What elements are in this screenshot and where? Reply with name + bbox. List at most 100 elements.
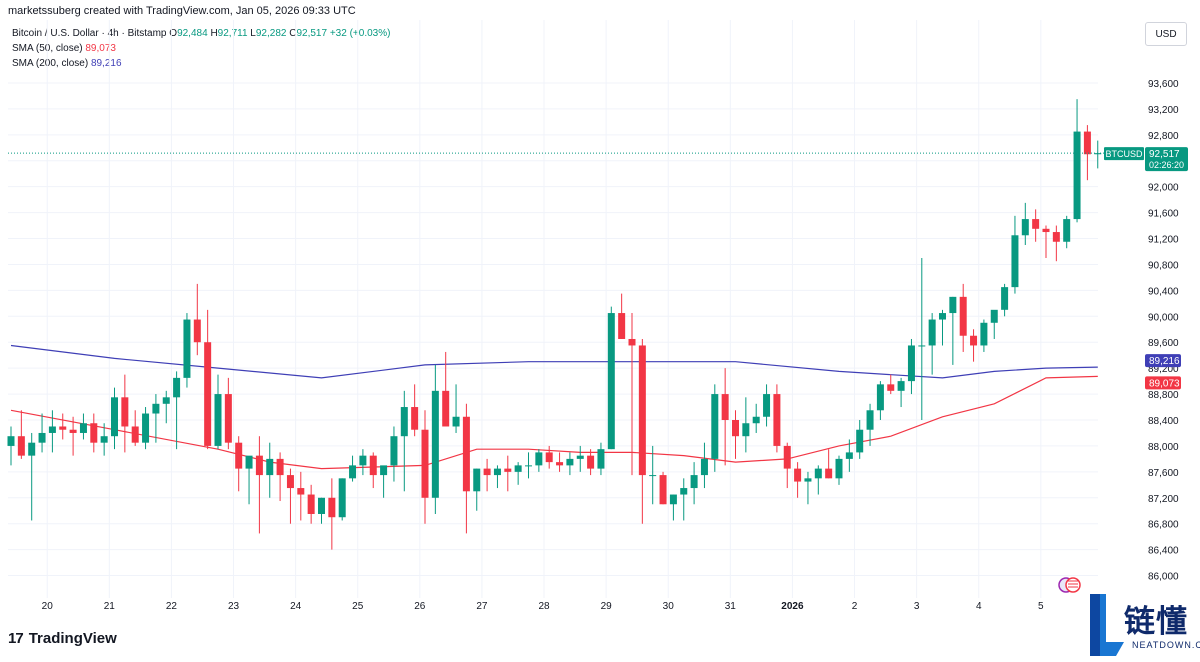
candle-up[interactable]: [669, 494, 677, 521]
candle-up[interactable]: [431, 364, 439, 514]
candle-up[interactable]: [48, 410, 56, 453]
candle-up[interactable]: [939, 309, 946, 346]
candle-down[interactable]: [545, 445, 553, 469]
candle-up[interactable]: [856, 420, 864, 459]
candle-up[interactable]: [990, 309, 998, 339]
legend-symbol[interactable]: Bitcoin / U.S. Dollar · 4h · Bitstamp: [12, 28, 167, 39]
candle-up[interactable]: [525, 452, 532, 479]
candle-up[interactable]: [142, 407, 150, 450]
candle-down[interactable]: [825, 449, 833, 479]
candle-down[interactable]: [204, 309, 212, 450]
candle-up[interactable]: [1073, 99, 1081, 223]
candle-down[interactable]: [369, 452, 377, 489]
candle-up[interactable]: [1021, 202, 1029, 245]
candle-up[interactable]: [835, 455, 843, 485]
candle-up[interactable]: [742, 397, 750, 453]
candle-down[interactable]: [69, 416, 77, 456]
legend-sma200-row[interactable]: SMA (200, close) 89,216: [12, 56, 390, 71]
candle-up[interactable]: [680, 478, 688, 521]
candle-down[interactable]: [504, 455, 512, 492]
candle-up[interactable]: [390, 426, 398, 482]
candle-up[interactable]: [400, 390, 408, 492]
candle-down[interactable]: [307, 484, 315, 524]
candle-down[interactable]: [794, 462, 802, 498]
candle-down[interactable]: [659, 471, 667, 505]
candle-down[interactable]: [783, 442, 791, 489]
candle-up[interactable]: [173, 371, 181, 450]
candle-down[interactable]: [628, 313, 636, 476]
candle-up[interactable]: [38, 413, 46, 453]
candle-down[interactable]: [773, 384, 781, 453]
candle-down[interactable]: [721, 368, 729, 466]
candle-up[interactable]: [649, 445, 657, 505]
tradingview-logo[interactable]: 17 TradingView: [8, 630, 117, 647]
candle-down[interactable]: [887, 374, 895, 395]
candle-up[interactable]: [359, 449, 367, 476]
candle-up[interactable]: [7, 426, 15, 466]
candle-up[interactable]: [597, 442, 605, 476]
candle-up[interactable]: [380, 465, 388, 498]
candle-up[interactable]: [845, 439, 853, 472]
candle-up[interactable]: [866, 403, 874, 446]
candle-down[interactable]: [224, 377, 232, 450]
candle-up[interactable]: [183, 313, 191, 388]
candle-down[interactable]: [483, 458, 491, 492]
us-flag-event-icon[interactable]: [1065, 577, 1081, 593]
candle-down[interactable]: [1042, 225, 1050, 258]
candle-down[interactable]: [59, 413, 67, 440]
candle-down[interactable]: [638, 338, 646, 524]
candle-down[interactable]: [421, 410, 429, 524]
candle-up[interactable]: [493, 465, 501, 489]
candle-down[interactable]: [411, 384, 419, 437]
candle-up[interactable]: [928, 313, 936, 375]
candle-down[interactable]: [462, 403, 470, 534]
candle-up[interactable]: [152, 394, 160, 443]
candle-up[interactable]: [338, 478, 346, 521]
candle-up[interactable]: [700, 442, 708, 489]
candle-down[interactable]: [970, 329, 978, 362]
candle-down[interactable]: [1032, 209, 1040, 242]
candle-up[interactable]: [111, 387, 118, 450]
candle-up[interactable]: [514, 462, 522, 485]
candle-up[interactable]: [566, 452, 574, 476]
candle-down[interactable]: [131, 410, 139, 446]
candle-up[interactable]: [473, 468, 481, 511]
candle-down[interactable]: [235, 436, 243, 492]
candle-up[interactable]: [763, 384, 771, 427]
news-icons[interactable]: [1058, 577, 1081, 593]
candle-up[interactable]: [318, 497, 325, 524]
candle-down[interactable]: [276, 452, 284, 502]
candle-down[interactable]: [255, 436, 263, 534]
candle-down[interactable]: [1052, 225, 1060, 262]
candle-up[interactable]: [897, 377, 905, 408]
candle-up[interactable]: [1011, 215, 1019, 294]
currency-button[interactable]: USD: [1145, 22, 1187, 46]
candle-down[interactable]: [286, 468, 294, 524]
candle-up[interactable]: [214, 374, 222, 450]
candle-down[interactable]: [618, 293, 626, 339]
candle-up[interactable]: [814, 465, 822, 495]
candle-down[interactable]: [732, 410, 739, 459]
candle-up[interactable]: [28, 432, 36, 521]
candle-up[interactable]: [980, 319, 988, 352]
candle-up[interactable]: [162, 390, 170, 424]
candle-up[interactable]: [576, 445, 584, 472]
candle-down[interactable]: [556, 452, 564, 472]
candle-up[interactable]: [918, 257, 926, 420]
candle-up[interactable]: [1063, 215, 1071, 249]
candle-down[interactable]: [90, 413, 98, 453]
candle-down[interactable]: [297, 471, 305, 521]
candle-up[interactable]: [876, 381, 884, 420]
candle-down[interactable]: [587, 449, 595, 476]
candle-up[interactable]: [607, 306, 615, 450]
candle-up[interactable]: [245, 455, 253, 505]
candle-down[interactable]: [328, 478, 336, 550]
candle-up[interactable]: [711, 384, 719, 472]
candle-down[interactable]: [193, 283, 201, 356]
candle-up[interactable]: [1001, 283, 1009, 317]
candle-up[interactable]: [100, 423, 108, 456]
candle-up[interactable]: [752, 403, 760, 433]
candle-down[interactable]: [959, 283, 967, 352]
candle-up[interactable]: [535, 449, 543, 472]
candle-up[interactable]: [1094, 140, 1102, 169]
